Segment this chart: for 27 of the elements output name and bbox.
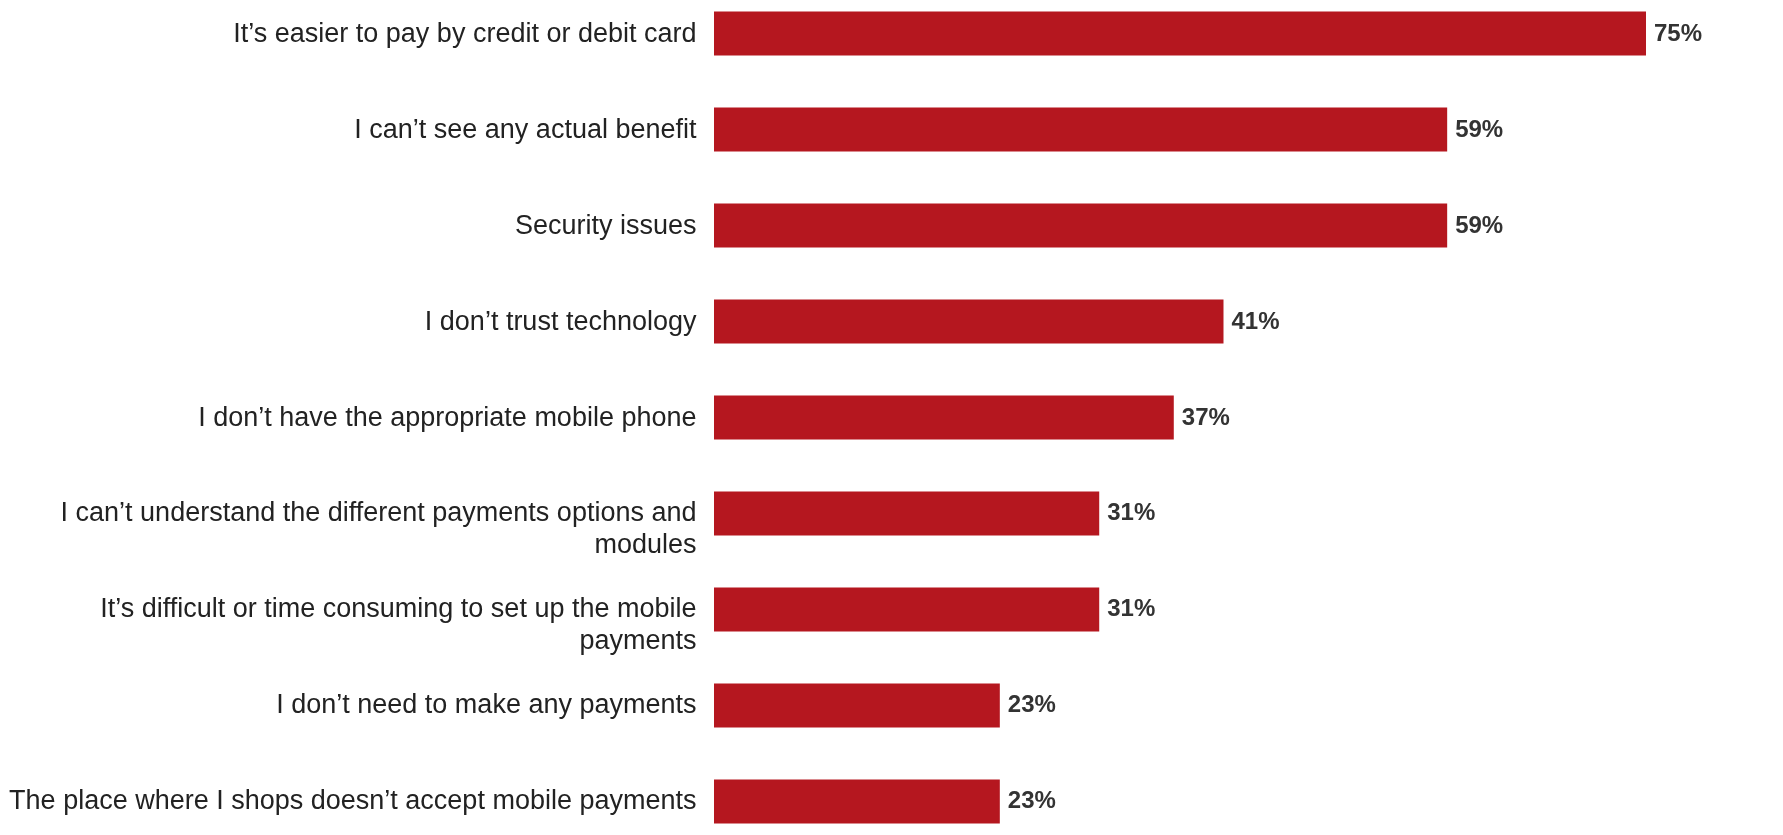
y-tick-label: I can’t understand the different payments options and modules	[60, 497, 697, 560]
bar	[714, 587, 1100, 632]
bar	[714, 203, 1448, 248]
y-tick-label: The place where I shops doesn’t accept mobile payments	[9, 785, 697, 816]
y-tick-label: I don’t need to make any payments	[276, 689, 697, 720]
bar	[714, 491, 1100, 536]
data-label: 23%	[1007, 786, 1056, 814]
y-tick-label: It’s easier to pay by credit or debit card	[233, 17, 697, 48]
data-label: 59%	[1455, 210, 1504, 238]
bar	[714, 299, 1224, 344]
data-label: 59%	[1455, 114, 1504, 142]
data-label: 31%	[1107, 498, 1156, 526]
data-label: 31%	[1107, 594, 1156, 622]
bar	[714, 395, 1174, 440]
data-label: 37%	[1181, 402, 1230, 430]
bar	[714, 683, 1000, 728]
bar	[714, 11, 1646, 56]
data-label: 23%	[1007, 690, 1056, 718]
y-tick-label: It’s difficult or time consuming to set up the mobile payments	[100, 593, 697, 656]
data-label: 75%	[1654, 18, 1703, 46]
bar	[714, 779, 1000, 824]
y-tick-label: Security issues	[514, 209, 697, 240]
y-tick-label: I don’t trust technology	[424, 305, 697, 336]
y-tick-label: I don’t have the appropriate mobile phone	[198, 401, 697, 432]
y-tick-label: I can’t see any actual benefit	[354, 113, 697, 144]
bar	[714, 107, 1448, 152]
data-label: 41%	[1231, 306, 1280, 334]
